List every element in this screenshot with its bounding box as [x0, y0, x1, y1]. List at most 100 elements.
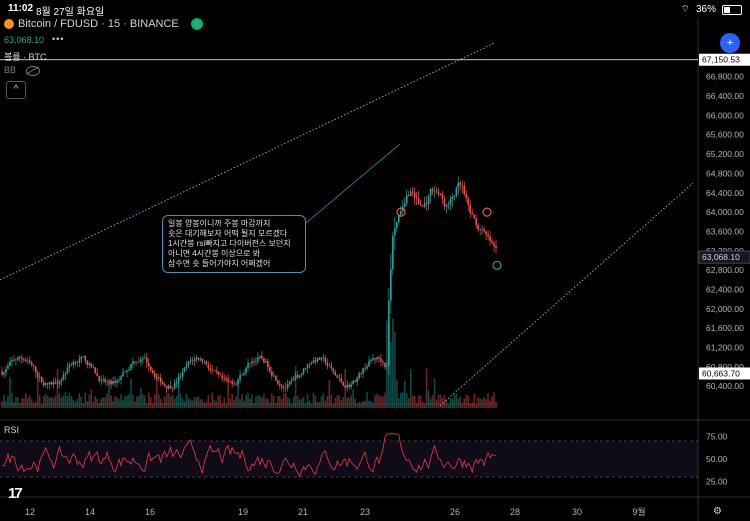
volume-bar — [38, 394, 41, 408]
volume-bar — [255, 396, 257, 408]
volume-bar — [62, 395, 65, 408]
candle-body — [112, 380, 114, 385]
rsi-indicator-label[interactable]: RSI — [4, 425, 20, 435]
volume-bar — [267, 398, 269, 408]
candle-body — [231, 381, 233, 385]
candle-body — [409, 191, 412, 196]
price-tick-label: 62,800.00 — [706, 265, 744, 275]
volume-bar — [405, 393, 408, 408]
candle-body — [241, 374, 243, 376]
volume-bar — [294, 366, 297, 408]
candle-body — [459, 182, 462, 185]
volume-bar — [489, 400, 491, 408]
volume-bar — [130, 378, 132, 408]
bitcoin-icon — [4, 19, 14, 29]
volume-bar — [419, 396, 422, 408]
candle-body — [324, 357, 327, 363]
candle-body — [278, 383, 281, 386]
candle-body — [13, 359, 15, 361]
volume-bar — [7, 395, 9, 408]
price-tick-label: 66,000.00 — [706, 110, 744, 120]
volume-bar — [60, 397, 63, 408]
candle-body — [320, 357, 323, 360]
candle-body — [229, 381, 231, 382]
volume-bar — [19, 403, 21, 408]
candle-body — [473, 214, 475, 219]
candle-body — [191, 360, 194, 362]
volume-bar — [431, 395, 434, 408]
candle-body — [98, 375, 101, 382]
volume-bar — [390, 342, 392, 408]
volume-bar — [66, 396, 69, 408]
volume-bar — [104, 397, 106, 408]
price-badge-bg — [699, 53, 750, 66]
symbol-title[interactable]: Bitcoin / FDUSD · 15 · BINANCE — [18, 18, 179, 30]
volume-bar — [362, 401, 364, 408]
legend-price: 63,068.10 — [4, 35, 45, 45]
volume-bar — [120, 394, 122, 408]
candle-body — [189, 360, 192, 362]
volume-bar — [364, 400, 366, 408]
market-open-icon — [192, 20, 201, 28]
volume-indicator-label[interactable]: 볼륨 · BTC — [4, 52, 47, 62]
candle-body — [211, 369, 214, 371]
volume-bar — [243, 400, 245, 408]
candle-body — [330, 366, 333, 369]
annotation-line: 일봉 양봉이니까 주봉 마감까지 — [168, 219, 271, 228]
volume-bar — [239, 399, 241, 408]
candle-body — [203, 361, 206, 363]
candle-body — [155, 377, 158, 379]
candle-body — [263, 358, 265, 363]
hidden-eye-icon[interactable] — [26, 66, 40, 76]
candle-body — [271, 371, 273, 376]
candle-body — [376, 357, 378, 360]
chart-legend[interactable]: Bitcoin / FDUSD · 15 · BINANCE — [4, 18, 201, 30]
annotation-callout[interactable]: 일봉 양봉이니까 주봉 마감까지 숏은 대기해보자 어떡 될지 모르겠다 1시간… — [162, 215, 306, 273]
candle-body — [106, 382, 108, 383]
volume-bar — [316, 402, 319, 408]
candle-body — [96, 372, 99, 376]
volume-bar — [463, 398, 466, 408]
volume-bar — [197, 396, 200, 408]
candle-body — [150, 366, 152, 371]
volume-bar — [165, 393, 168, 408]
candle-body — [423, 203, 426, 207]
volume-bar — [360, 403, 362, 408]
volume-bar — [447, 403, 450, 408]
volume-bar — [23, 398, 25, 408]
candle-body — [399, 211, 402, 215]
candle-body — [477, 224, 479, 230]
more-icon[interactable]: ••• — [52, 34, 65, 44]
gear-icon[interactable]: ⚙ — [713, 506, 722, 517]
candle-body — [483, 229, 485, 232]
volume-bar — [265, 398, 267, 408]
volume-bar — [421, 401, 424, 408]
volume-bar — [163, 396, 166, 408]
volume-bar — [451, 398, 454, 408]
volume-bar — [169, 396, 172, 408]
collapse-legend-button[interactable]: ^ — [6, 81, 26, 99]
candle-body — [80, 356, 83, 360]
volume-bar — [380, 396, 382, 408]
price-tick-label: 66,400.00 — [706, 91, 744, 101]
candle-body — [42, 382, 45, 386]
candle-body — [82, 355, 85, 357]
candle-body — [56, 383, 59, 385]
status-bar: 11:02 8월 27일 화요일 ⌔ 36% — [0, 0, 750, 18]
price-tick-label: 60,400.00 — [706, 381, 744, 391]
candle-body — [310, 363, 313, 365]
volume-bar — [32, 403, 35, 408]
bb-indicator-label[interactable]: BB — [4, 65, 17, 75]
volume-bar — [138, 395, 140, 408]
volume-bar — [207, 394, 210, 408]
volume-bar — [366, 392, 368, 408]
candle-body — [44, 383, 47, 386]
candle-body — [157, 377, 160, 379]
volume-bar — [257, 395, 259, 408]
volume-bar — [215, 401, 218, 408]
candle-body — [366, 366, 368, 369]
volume-bar — [439, 394, 442, 408]
crosshair-add-button[interactable]: + — [720, 33, 740, 53]
candle-body — [177, 377, 180, 383]
